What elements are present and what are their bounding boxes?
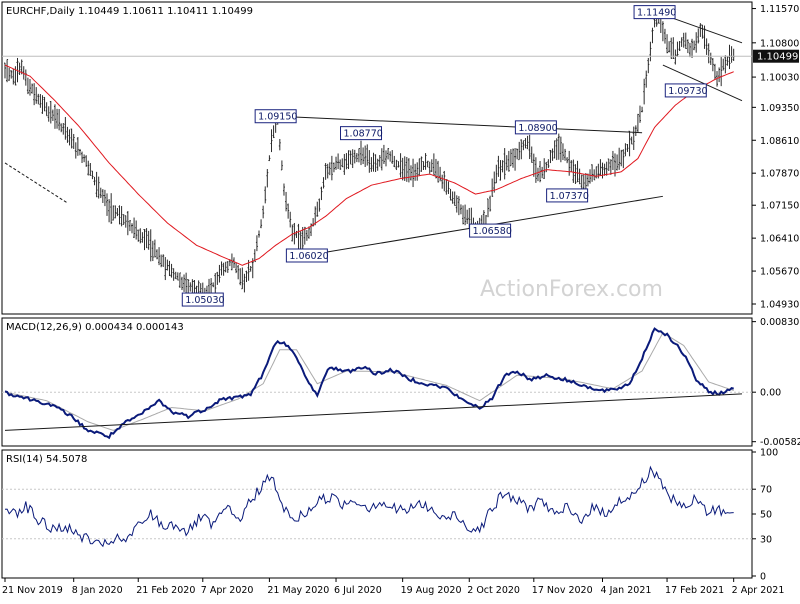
- date-tick-label: 17 Feb 2021: [665, 585, 724, 596]
- annotation-label: 1.09150: [258, 112, 297, 123]
- date-tick-label: 21 Nov 2019: [2, 585, 63, 596]
- price-tick-label: 1.04930: [760, 299, 799, 310]
- current-price-tag: [753, 49, 799, 63]
- current-price-label: 1.10499: [757, 52, 798, 63]
- watermark: ActionForex.com: [480, 277, 663, 302]
- date-tick-label: 21 Feb 2020: [136, 585, 195, 596]
- rsi-tick-label: 100: [760, 448, 778, 459]
- price-tick-label: 1.10800: [760, 38, 799, 49]
- price-tick-label: 1.08610: [760, 136, 799, 147]
- price-pane-frame: [1, 1, 753, 315]
- moving-average-line: [4, 64, 734, 266]
- price-tick-label: 1.10030: [760, 73, 799, 84]
- macd-pane-frame: [1, 317, 753, 447]
- annotation-label: 1.07370: [550, 191, 589, 202]
- date-tick-label: 8 Jan 2020: [72, 585, 123, 596]
- trendline: [662, 64, 743, 102]
- trendline: [277, 115, 643, 134]
- rsi-line: [4, 465, 734, 548]
- date-axis-ticks: 21 Nov 2019 8 Jan 2020 21 Feb 2020 7 Apr 20…: [2, 578, 784, 596]
- annotation-box: [181, 292, 224, 307]
- moving-average: [4, 64, 734, 266]
- rsi-line: [4, 465, 734, 548]
- price-tick-label: 1.06410: [760, 234, 799, 245]
- macd-header: MACD(12,26,9) 0.000434 0.000143: [6, 322, 184, 333]
- annotation-box: [254, 109, 297, 124]
- date-tick-label: 7 Apr 2020: [201, 585, 254, 596]
- price-header: EURCHF,Daily 1.10449 1.10611 1.10411 1.1…: [6, 6, 253, 17]
- annotation-label: 1.11490: [637, 8, 676, 19]
- annotation-box: [340, 126, 383, 141]
- macd-tick-label: -0.005828: [760, 437, 800, 448]
- price-tick-label: 1.07870: [760, 169, 799, 180]
- trendline: [4, 162, 68, 204]
- annotation-box: [633, 5, 676, 20]
- macd-lines: [4, 327, 743, 440]
- date-tick-label: 21 May 2020: [267, 585, 329, 596]
- macd-trendline: [4, 393, 743, 431]
- macd-tick-label: 0.008307: [760, 317, 800, 328]
- annotation-label: 1.05030: [185, 295, 224, 306]
- current-price-marker: 1.10499: [2, 49, 799, 63]
- annotation-label: 1.08770: [344, 129, 383, 140]
- annotation-box: [285, 248, 328, 263]
- annotation-label: 1.09730: [668, 86, 707, 97]
- rsi-tick-label: 30: [760, 534, 772, 545]
- date-tick-label: 17 Nov 2020: [532, 585, 593, 596]
- macd-axis-ticks: 0.008307 0.00 -0.005828: [2, 317, 800, 448]
- date-tick-label: 4 Jan 2021: [601, 585, 652, 596]
- date-tick-label: 2 Apr 2021: [732, 585, 785, 596]
- price-tick-label: 1.11570: [760, 4, 799, 15]
- rsi-header: RSI(14) 54.5078: [6, 454, 87, 465]
- price-tick-label: 1.09350: [760, 103, 799, 114]
- annotation-label: 1.06580: [473, 226, 512, 237]
- price-axis-ticks: 1.11570 1.10800 1.10030 1.09350 1.08610 1.078…: [752, 4, 799, 310]
- annotation-box: [469, 223, 512, 238]
- rsi-tick-label: 70: [760, 485, 772, 496]
- date-tick-label: 6 Jul 2020: [334, 585, 382, 596]
- date-tick-label: 19 Aug 2020: [401, 585, 462, 596]
- price-annotations: 1.11490 1.09730 1.09150 1.08770 1.08900 1.073…: [181, 5, 708, 307]
- annotation-label: 1.08900: [518, 123, 557, 134]
- annotation-box: [514, 120, 557, 135]
- annotation-box: [546, 188, 589, 203]
- macd-line: [4, 327, 734, 440]
- annotation-box: [664, 83, 707, 98]
- macd-tick-label: 0.00: [760, 388, 781, 399]
- price-tick-label: 1.05670: [760, 267, 799, 278]
- rsi-tick-label: 0: [760, 572, 766, 583]
- rsi-tick-label: 50: [760, 510, 772, 521]
- date-tick-label: 2 Oct 2020: [467, 585, 520, 596]
- price-tick-label: 1.07150: [760, 201, 799, 212]
- annotation-label: 1.06020: [289, 251, 328, 262]
